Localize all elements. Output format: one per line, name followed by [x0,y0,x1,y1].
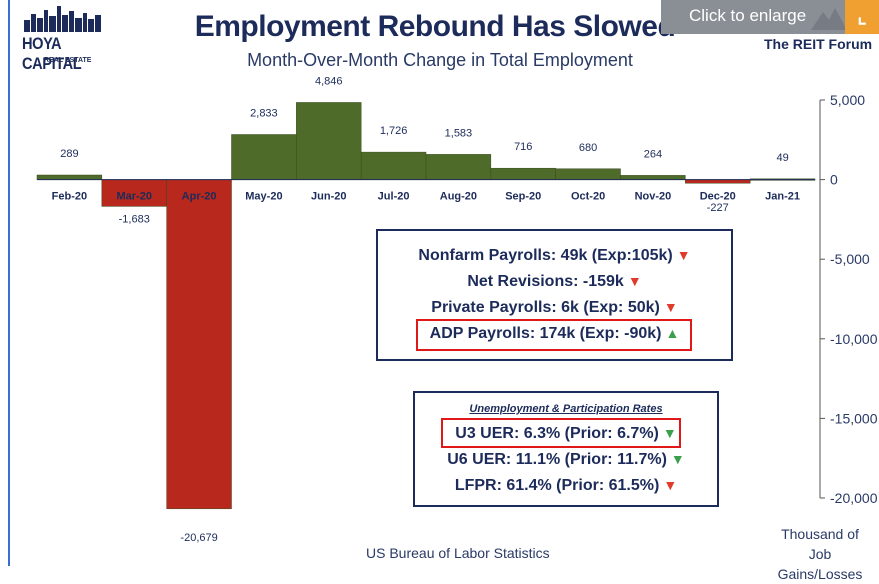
logo-subtitle: REAL ESTATE [44,57,92,64]
data-label: 1,583 [445,127,473,139]
data-label: 289 [60,148,78,160]
bar-Sep-20 [490,167,556,180]
x-tick-label: Nov-20 [635,191,672,203]
y-tick-label: -20,000 [830,490,878,506]
rates-summary-box: Unemployment & Participation Rates U3 UE… [413,391,719,507]
payrolls-summary-box: Nonfarm Payrolls: 49k (Exp:105k) ▼ Net Re… [376,229,733,361]
y-tick-label: 0 [830,172,838,188]
data-label: 264 [644,148,662,160]
adp-highlight-box [416,319,692,351]
u6-text: U6 UER: 11.1% (Prior: 11.7%) [447,451,667,468]
u3-highlight-box [441,418,681,448]
data-label: 49 [776,152,788,164]
bar-chart: Feb-20 Mar-20 Apr-20 May-20 Jun-20 Jul-20 Aug-… [36,75,878,544]
bar-Dec-20 [685,179,751,184]
data-label: 4,846 [315,75,343,87]
hoya-capital-logo: HOYA CAPITAL REAL ESTATE [22,6,132,73]
x-tick-label: Dec-20 [700,191,736,203]
x-tick-label: Jun-20 [311,191,346,203]
data-label: -227 [707,202,729,214]
y-axis-unit-label: Thousand of Job Gains/Losses [768,524,872,584]
logo-brand: HOYA CAPITAL [22,34,82,73]
chart-subtitle: Month-Over-Month Change in Total Employm… [247,50,633,70]
click-to-enlarge-overlay[interactable]: Click to enlarge ⌞ [661,0,879,34]
x-tick-label: Feb-20 [52,191,87,203]
y-tick-label: 5,000 [830,92,865,108]
payroll-line-private: Private Payrolls: 6k (Exp: 50k) ▼ [378,299,731,317]
x-tick-label: Sep-20 [505,191,541,203]
x-tick-label: Jan-21 [765,191,800,203]
enlarge-label[interactable]: Click to enlarge [689,6,807,25]
unit-line-2: Gains/Losses [777,566,863,582]
data-label: 716 [514,141,532,153]
bar-Nov-20 [620,175,686,180]
publisher-label: The REIT Forum [764,36,873,52]
payroll-line-adp: ADP Payrolls: 174k (Exp: -90k) ▲ [378,325,731,343]
bar-May-20 [231,134,297,180]
y-tick-label: -10,000 [830,331,878,347]
x-tick-label: May-20 [245,191,282,203]
bar-Mar-20 [101,179,167,207]
nonfarm-payrolls-text: Nonfarm Payrolls: 49k (Exp:105k) [418,247,673,264]
down-triangle-green-icon: ▼ [670,451,685,467]
private-payrolls-text: Private Payrolls: 6k (Exp: 50k) [431,299,660,316]
adp-payrolls-text: ADP Payrolls: 174k (Exp: -90k) [429,325,662,342]
rate-line-u3: U3 UER: 6.3% (Prior: 6.7%) ▼ [415,425,717,443]
data-label: -20,679 [180,532,217,544]
u3-text: U3 UER: 6.3% (Prior: 6.7%) [455,425,659,442]
data-label: 1,726 [380,125,408,137]
bar-Jun-20 [296,102,362,180]
rate-line-u6: U6 UER: 11.1% (Prior: 11.7%) ▼ [415,451,717,469]
data-label: -1,683 [119,213,150,225]
payroll-line-nonfarm: Nonfarm Payrolls: 49k (Exp:105k) ▼ [378,247,731,265]
x-tick-label: Oct-20 [571,191,605,203]
bar-Jul-20 [360,151,427,180]
mountain-icon [811,8,847,30]
x-tick-label: Jul-20 [378,191,410,203]
unit-line-1: Thousand of Job [781,526,859,562]
bar-Apr-20 [166,179,232,510]
down-triangle-icon: ▼ [663,299,678,315]
payroll-line-revisions: Net Revisions: -159k ▼ [378,273,731,291]
y-tick-label: -5,000 [830,251,870,267]
bar-Aug-20 [425,154,492,180]
up-triangle-icon: ▲ [665,325,680,341]
x-tick-label: Mar-20 [117,191,152,203]
skyline-icon [24,6,101,32]
bar-Feb-20 [36,174,103,180]
lfpr-text: LFPR: 61.4% (Prior: 61.5%) [454,477,660,494]
data-label: 2,833 [250,107,278,119]
x-tick-label: Aug-20 [440,191,477,203]
data-label: 680 [579,142,597,154]
bar-Oct-20 [555,168,621,180]
chart-title: Employment Rebound Has Slowed [194,10,676,43]
down-triangle-green-icon: ▼ [662,425,677,441]
rates-heading: Unemployment & Participation Rates [469,403,663,415]
down-triangle-icon: ▼ [663,477,678,493]
down-triangle-icon: ▼ [676,247,691,263]
source-label: US Bureau of Labor Statistics [366,545,550,561]
rate-line-lfpr: LFPR: 61.4% (Prior: 61.5%) ▼ [415,477,717,495]
left-border [8,0,10,566]
y-tick-label: -15,000 [830,410,878,426]
x-tick-label: Apr-20 [182,191,217,203]
expand-icon[interactable]: ⌞ [845,0,879,34]
net-revisions-text: Net Revisions: -159k [467,273,624,290]
down-triangle-icon: ▼ [627,273,642,289]
